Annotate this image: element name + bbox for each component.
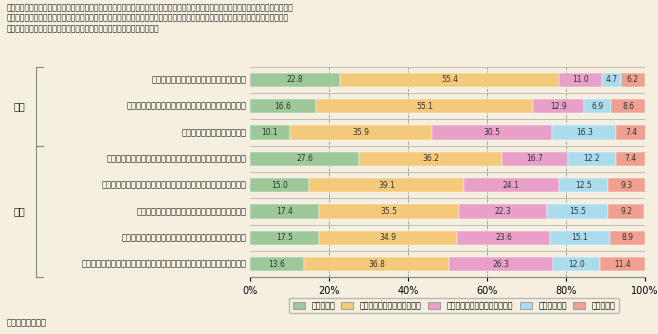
Text: より安くて広い手頃な住宅を手に入れることができる: より安くて広い手頃な住宅を手に入れることができる — [127, 102, 247, 111]
Text: 23.6: 23.6 — [495, 233, 512, 242]
Bar — [250, 73, 340, 87]
Bar — [250, 230, 319, 245]
Text: 空き店舗が増加するなどまちの中心部が衰退してしまう: 空き店舗が増加するなどまちの中心部が衰退してしまう — [122, 233, 247, 242]
Text: 11.0: 11.0 — [572, 75, 589, 85]
Bar — [608, 204, 644, 219]
Bar — [550, 230, 610, 245]
Text: 6.9: 6.9 — [592, 102, 604, 111]
Bar — [602, 73, 620, 87]
Text: 12.9: 12.9 — [550, 102, 567, 111]
Text: 15.0: 15.0 — [271, 181, 288, 190]
Text: 15.1: 15.1 — [572, 233, 588, 242]
Bar — [340, 73, 559, 87]
Bar — [608, 178, 645, 192]
Bar — [290, 125, 432, 140]
Bar — [559, 73, 602, 87]
Text: 16.7: 16.7 — [526, 154, 544, 163]
Bar — [359, 152, 502, 166]
Bar — [547, 204, 608, 219]
Bar — [316, 99, 533, 114]
Text: 26.3: 26.3 — [492, 260, 509, 269]
Text: 36.2: 36.2 — [422, 154, 439, 163]
Text: 欠点: 欠点 — [13, 206, 25, 216]
Text: 7.4: 7.4 — [624, 154, 637, 163]
Bar — [318, 204, 459, 219]
Text: 高齢者など車を運転できない人にとっては不便になってしまう: 高齢者など車を運転できない人にとっては不便になってしまう — [107, 154, 247, 163]
Text: 問　これまで、日本のまちは、郊外や農村部などまちの周辺部へ徐々に拡大していきました。まちが拡大し、人々が広い範囲に拡散して居
　住することについては、次の項目の: 問 これまで、日本のまちは、郊外や農村部などまちの周辺部へ徐々に拡大していきまし… — [7, 3, 293, 33]
Text: 36.8: 36.8 — [368, 260, 385, 269]
Text: 資料）国土交通省: 資料）国土交通省 — [7, 318, 47, 327]
Text: 55.1: 55.1 — [416, 102, 433, 111]
Text: 農地や林が開発され、環境に負荷をかけてしまう: 農地や林が開発され、環境に負荷をかけてしまう — [137, 207, 247, 216]
Text: 11.4: 11.4 — [615, 260, 631, 269]
Bar — [250, 125, 290, 140]
Bar — [464, 178, 559, 192]
Bar — [449, 257, 553, 271]
Bar — [304, 257, 449, 271]
Bar — [250, 99, 316, 114]
Text: 9.3: 9.3 — [620, 181, 632, 190]
Text: 利点: 利点 — [13, 101, 25, 111]
Text: 35.9: 35.9 — [352, 128, 369, 137]
Text: 15.5: 15.5 — [569, 207, 586, 216]
Text: 自然の近くでゆっくり暮らすことができる: 自然の近くでゆっくり暮らすことができる — [152, 75, 247, 85]
Text: 7.4: 7.4 — [625, 128, 637, 137]
Text: 12.0: 12.0 — [568, 260, 585, 269]
Bar — [620, 73, 645, 87]
Bar — [457, 230, 550, 245]
Bar — [250, 257, 304, 271]
Text: 10.1: 10.1 — [262, 128, 278, 137]
Legend: 共感できる, どちらかといえば共感できる, どちらかといえば共感できない, 共感できない, わからない: 共感できる, どちらかといえば共感できる, どちらかといえば共感できない, 共感… — [290, 298, 619, 313]
Bar — [533, 99, 584, 114]
Text: 12.5: 12.5 — [575, 181, 592, 190]
Bar — [319, 230, 457, 245]
Bar — [559, 178, 608, 192]
Bar — [250, 204, 318, 219]
Bar — [600, 257, 645, 271]
Text: 27.6: 27.6 — [296, 154, 313, 163]
Bar — [553, 257, 600, 271]
Text: 17.5: 17.5 — [276, 233, 293, 242]
Bar — [250, 178, 309, 192]
Bar — [432, 125, 552, 140]
Text: 4.7: 4.7 — [605, 75, 618, 85]
Text: 9.2: 9.2 — [620, 207, 632, 216]
Text: 8.6: 8.6 — [622, 102, 634, 111]
Text: 30.5: 30.5 — [484, 128, 500, 137]
Bar — [568, 152, 616, 166]
Bar — [616, 152, 645, 166]
Text: 13.6: 13.6 — [268, 260, 286, 269]
Text: 24.1: 24.1 — [503, 181, 520, 190]
Text: 17.4: 17.4 — [276, 207, 293, 216]
Bar — [610, 230, 645, 245]
Bar — [250, 152, 359, 166]
Bar — [309, 178, 464, 192]
Text: 8.9: 8.9 — [621, 233, 633, 242]
Text: 自動車を利用することが多くなり地球環境に負荷をかけてしまう: 自動車を利用することが多くなり地球環境に負荷をかけてしまう — [102, 181, 247, 190]
Text: 39.1: 39.1 — [378, 181, 395, 190]
Text: 16.3: 16.3 — [576, 128, 593, 137]
Text: 公共施設やインフラの整備が必要になり自治体の財政負担が増えてしまう: 公共施設やインフラの整備が必要になり自治体の財政負担が増えてしまう — [82, 260, 247, 269]
Text: 22.8: 22.8 — [287, 75, 303, 85]
Text: 6.2: 6.2 — [627, 75, 639, 85]
Text: 利便性の高い暮らしができる: 利便性の高い暮らしができる — [182, 128, 247, 137]
Text: 35.5: 35.5 — [380, 207, 397, 216]
Bar — [617, 125, 645, 140]
Text: 55.4: 55.4 — [441, 75, 458, 85]
Text: 22.3: 22.3 — [495, 207, 511, 216]
Text: 12.2: 12.2 — [584, 154, 600, 163]
Bar — [611, 99, 645, 114]
Text: 34.9: 34.9 — [380, 233, 397, 242]
Text: 16.6: 16.6 — [274, 102, 291, 111]
Bar — [584, 99, 611, 114]
Bar — [459, 204, 547, 219]
Bar — [552, 125, 617, 140]
Bar — [502, 152, 568, 166]
